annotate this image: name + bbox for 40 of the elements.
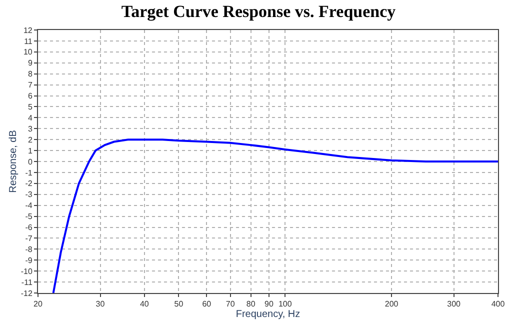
- y-tick-label: -5: [25, 212, 33, 222]
- y-axis-title: Response, dB: [8, 130, 19, 193]
- x-tick-label: 70: [226, 300, 236, 309]
- x-tick-label: 50: [174, 300, 184, 309]
- y-tick-label: -2: [25, 179, 33, 188]
- chart-title: Target Curve Response vs. Frequency: [121, 2, 396, 21]
- y-tick-label: 4: [28, 113, 33, 122]
- y-tick-label: -4: [25, 201, 33, 210]
- x-tick-label: 30: [96, 300, 106, 309]
- y-tick-label: -12: [20, 288, 33, 298]
- x-tick-label: 80: [246, 300, 256, 309]
- y-tick-label: -9: [25, 256, 33, 265]
- y-tick-label: 3: [28, 124, 33, 134]
- y-tick-label: 11: [24, 36, 33, 46]
- x-tick-label: 100: [278, 300, 292, 309]
- y-tick-label: -3: [25, 190, 33, 200]
- x-tick-label: 90: [264, 300, 274, 309]
- x-tick-label: 200: [384, 300, 399, 309]
- y-tick-label: -8: [25, 244, 33, 254]
- y-tick-label: 10: [23, 48, 33, 57]
- y-tick-label: 12: [23, 26, 33, 35]
- y-tick-label: 2: [28, 135, 33, 144]
- x-tick-label: 400: [491, 300, 506, 309]
- y-tick-label: 7: [28, 80, 33, 90]
- y-tick-label: 8: [28, 70, 33, 79]
- y-tick-label: 1: [28, 146, 33, 156]
- y-tick-label: 0: [28, 157, 33, 166]
- x-tick-label: 40: [140, 300, 150, 309]
- y-tick-label: -1: [25, 168, 33, 178]
- y-tick-label: -11: [21, 278, 33, 287]
- y-tick-label: 5: [28, 102, 33, 112]
- y-tick-label: -10: [20, 266, 33, 276]
- y-tick-label: -6: [25, 223, 33, 232]
- y-tick-label: -7: [25, 234, 33, 244]
- y-tick-label: 9: [28, 58, 33, 68]
- x-axis-title: Frequency, Hz: [236, 309, 300, 320]
- x-tick-label: 20: [34, 300, 43, 309]
- x-tick-label: 300: [447, 300, 462, 309]
- x-tick-label: 60: [202, 300, 212, 309]
- y-tick-label: 6: [28, 92, 33, 101]
